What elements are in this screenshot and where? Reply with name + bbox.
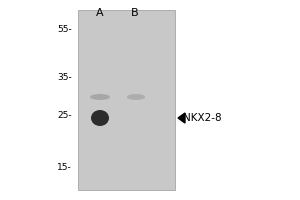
Text: 25-: 25- bbox=[57, 110, 72, 119]
Text: NKX2-8: NKX2-8 bbox=[183, 113, 222, 123]
Text: 15-: 15- bbox=[57, 164, 72, 172]
Ellipse shape bbox=[91, 110, 109, 126]
Ellipse shape bbox=[127, 94, 145, 100]
Text: B: B bbox=[131, 8, 139, 18]
Text: A: A bbox=[96, 8, 104, 18]
Text: 35-: 35- bbox=[57, 73, 72, 82]
Ellipse shape bbox=[90, 94, 110, 100]
Bar bbox=[78, 10, 175, 190]
Text: 55-: 55- bbox=[57, 25, 72, 34]
Polygon shape bbox=[178, 113, 185, 123]
